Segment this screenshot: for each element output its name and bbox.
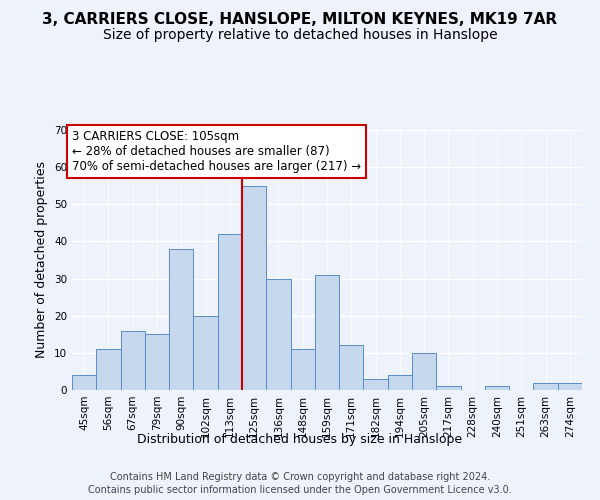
Text: Distribution of detached houses by size in Hanslope: Distribution of detached houses by size … <box>137 432 463 446</box>
Bar <box>218 234 242 390</box>
Bar <box>315 275 339 390</box>
Bar <box>364 379 388 390</box>
Bar <box>169 249 193 390</box>
Bar <box>266 278 290 390</box>
Bar <box>436 386 461 390</box>
Bar <box>121 330 145 390</box>
Bar <box>558 382 582 390</box>
Bar <box>72 375 96 390</box>
Bar <box>388 375 412 390</box>
Text: 3, CARRIERS CLOSE, HANSLOPE, MILTON KEYNES, MK19 7AR: 3, CARRIERS CLOSE, HANSLOPE, MILTON KEYN… <box>43 12 557 28</box>
Text: 3 CARRIERS CLOSE: 105sqm
← 28% of detached houses are smaller (87)
70% of semi-d: 3 CARRIERS CLOSE: 105sqm ← 28% of detach… <box>72 130 361 173</box>
Bar <box>485 386 509 390</box>
Bar <box>145 334 169 390</box>
Y-axis label: Number of detached properties: Number of detached properties <box>35 162 49 358</box>
Text: Size of property relative to detached houses in Hanslope: Size of property relative to detached ho… <box>103 28 497 42</box>
Bar <box>412 353 436 390</box>
Bar <box>96 349 121 390</box>
Text: Contains public sector information licensed under the Open Government Licence v3: Contains public sector information licen… <box>88 485 512 495</box>
Bar <box>290 349 315 390</box>
Bar <box>339 346 364 390</box>
Bar <box>193 316 218 390</box>
Bar <box>242 186 266 390</box>
Bar <box>533 382 558 390</box>
Text: Contains HM Land Registry data © Crown copyright and database right 2024.: Contains HM Land Registry data © Crown c… <box>110 472 490 482</box>
